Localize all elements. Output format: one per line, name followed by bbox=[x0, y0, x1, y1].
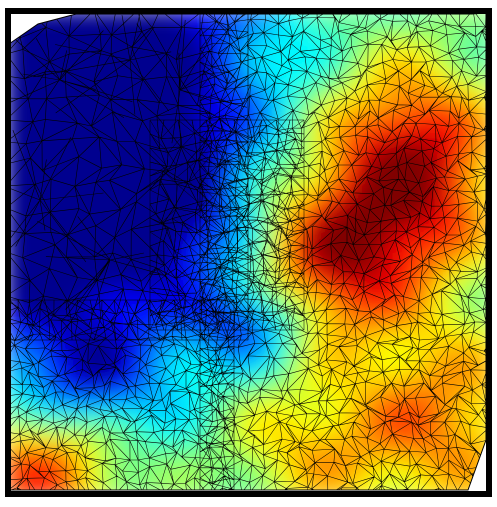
mesh-fan-edges bbox=[9, 13, 247, 339]
plot-frame bbox=[5, 8, 492, 497]
scalar-field bbox=[9, 13, 486, 490]
mesh-edges bbox=[199, 13, 486, 490]
mesh-edges bbox=[149, 119, 305, 331]
